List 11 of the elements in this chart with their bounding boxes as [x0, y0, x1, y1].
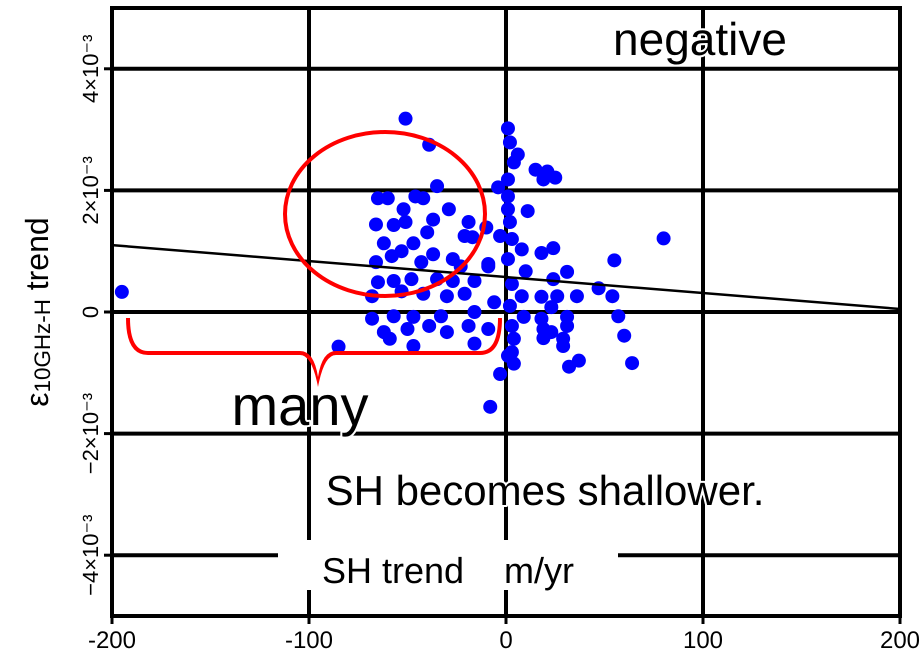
x-axis-title: SH trend m/yr [322, 550, 574, 591]
x-tick-label: -100 [284, 627, 334, 654]
x-tick-label: 100 [682, 627, 724, 654]
x-tick-label: 0 [499, 627, 513, 654]
y-tick-label: −4×10⁻³ [78, 514, 103, 596]
y-tick-label: 4×10⁻³ [78, 34, 103, 104]
y-tick-label: 2×10⁻³ [78, 156, 103, 225]
y-tick-label: 0 [78, 306, 103, 318]
x-tick-label: -200 [88, 627, 136, 654]
x-tick-label: 200 [880, 627, 920, 654]
y-tick-label: −2×10⁻³ [78, 392, 103, 474]
